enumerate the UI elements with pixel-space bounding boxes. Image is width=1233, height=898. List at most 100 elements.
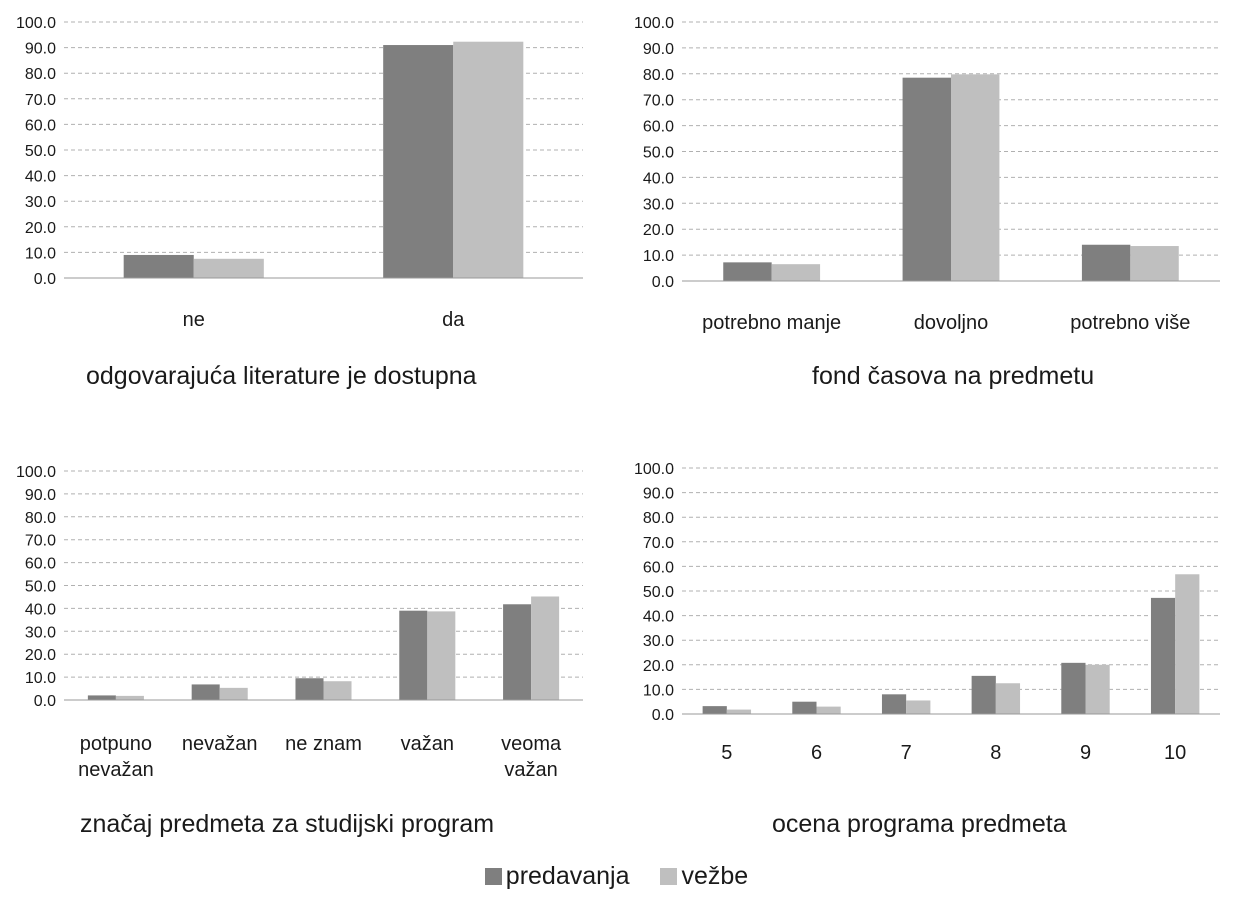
y-tick-label: 20.0 xyxy=(643,222,674,239)
y-tick-label: 50.0 xyxy=(25,143,56,160)
legend: predavanja vežbe xyxy=(0,862,1233,892)
bar-predavanja xyxy=(971,675,996,714)
bar-vezbe xyxy=(951,74,1000,282)
y-tick-label: 80.0 xyxy=(25,510,56,527)
bar-predavanja xyxy=(792,701,817,714)
bar-predavanja xyxy=(295,678,324,700)
y-tick-label: 30.0 xyxy=(643,196,674,213)
bar-vezbe xyxy=(193,258,264,278)
y-tick-label: 80.0 xyxy=(643,67,674,84)
bar-vezbe xyxy=(816,706,841,714)
x-category-label: 7 xyxy=(901,742,912,764)
chart-title-literature: odgovarajuća literature je dostupna xyxy=(86,362,477,390)
bar-vezbe xyxy=(115,695,144,700)
y-tick-label: 100.0 xyxy=(16,15,56,32)
y-tick-label: 60.0 xyxy=(643,559,674,576)
bar-predavanja xyxy=(881,694,907,714)
bar-vezbe xyxy=(726,709,752,714)
y-tick-label: 10.0 xyxy=(643,248,674,265)
chart-literature: 0.0 10.0 20.0 30.0 40.0 50.0 60.0 70.0 80.0 90.0 1… xyxy=(16,15,583,331)
y-tick-label: 20.0 xyxy=(25,647,56,664)
y-tick-label: 80.0 xyxy=(643,510,674,527)
bar-predavanja xyxy=(87,695,116,700)
y-tick-label: 70.0 xyxy=(643,93,674,110)
x-category-label: 10 xyxy=(1164,742,1186,764)
bar-vezbe xyxy=(453,41,524,278)
y-tick-label: 20.0 xyxy=(25,220,56,237)
x-category-label: potpuno xyxy=(80,733,152,755)
y-tick-label: 60.0 xyxy=(25,117,56,134)
chart-title-znacaj: značaj predmeta za studijski program xyxy=(80,810,495,838)
x-category-label: dovoljno xyxy=(914,312,989,334)
y-tick-label: 40.0 xyxy=(643,609,674,626)
y-tick-label: 80.0 xyxy=(25,66,56,83)
y-tick-label: 40.0 xyxy=(25,601,56,618)
chart-ocena: 0.0 10.0 20.0 30.0 40.0 50.0 60.0 70.0 80.0 90.0 1… xyxy=(634,461,1220,764)
x-category-label: potrebno manje xyxy=(702,312,841,334)
y-tick-label: 70.0 xyxy=(25,92,56,109)
y-tick-label: 60.0 xyxy=(643,119,674,136)
y-tick-label: 90.0 xyxy=(25,41,56,58)
bar-predavanja xyxy=(1081,244,1131,281)
y-tick-label: 10.0 xyxy=(643,682,674,699)
y-tick-label: 70.0 xyxy=(25,533,56,550)
y-tick-label: 0.0 xyxy=(34,693,56,710)
bar-predavanja xyxy=(902,77,951,281)
bar-predavanja xyxy=(123,254,194,278)
x-category-label: 5 xyxy=(721,742,732,764)
y-tick-label: 10.0 xyxy=(25,670,56,687)
bar-vezbe xyxy=(771,264,821,281)
legend-swatch-vezbe xyxy=(660,868,678,885)
x-category-label: veoma xyxy=(501,733,562,755)
y-tick-label: 90.0 xyxy=(643,41,674,58)
legend-label-predavanja: predavanja xyxy=(505,862,630,890)
bar-predavanja xyxy=(1061,662,1086,714)
y-tick-label: 50.0 xyxy=(25,579,56,596)
bar-vezbe xyxy=(531,596,560,700)
x-category-label: 8 xyxy=(990,742,1001,764)
bar-vezbe xyxy=(427,611,456,700)
bar-predavanja xyxy=(383,45,454,278)
y-tick-label: 90.0 xyxy=(25,487,56,504)
bar-predavanja xyxy=(399,610,428,700)
y-tick-label: 40.0 xyxy=(25,169,56,186)
x-category-label: ne znam xyxy=(285,733,362,755)
legend-item-predavanja: predavanja xyxy=(484,862,630,891)
bar-vezbe xyxy=(1175,574,1200,714)
y-tick-label: 30.0 xyxy=(643,633,674,650)
y-tick-label: 40.0 xyxy=(643,170,674,187)
y-tick-label: 60.0 xyxy=(25,556,56,573)
y-tick-label: 100.0 xyxy=(634,461,674,478)
bar-predavanja xyxy=(702,706,727,714)
x-category-label: nevažan xyxy=(78,759,154,781)
chart-znacaj: 0.0 10.0 20.0 30.0 40.0 50.0 60.0 70.0 80.0 90.0 1… xyxy=(16,464,583,781)
y-tick-label: 50.0 xyxy=(643,145,674,162)
x-category-label: ne xyxy=(183,309,205,331)
bar-predavanja xyxy=(723,262,772,281)
bar-vezbe xyxy=(1130,246,1179,281)
legend-item-vezbe: vežbe xyxy=(660,862,748,891)
bar-predavanja xyxy=(191,684,220,700)
chart-title-fond-casova: fond časova na predmetu xyxy=(812,362,1095,390)
bar-vezbe xyxy=(1085,664,1110,714)
bar-vezbe xyxy=(323,681,352,700)
y-tick-label: 50.0 xyxy=(643,584,674,601)
legend-swatch-predavanja xyxy=(484,868,502,885)
y-tick-label: 0.0 xyxy=(652,707,674,724)
bar-vezbe xyxy=(995,683,1021,714)
x-category-label: da xyxy=(442,309,465,331)
x-category-label: nevažan xyxy=(182,733,258,755)
chart-title-ocena: ocena programa predmeta xyxy=(772,810,1067,838)
bar-vezbe xyxy=(906,700,931,714)
y-tick-label: 0.0 xyxy=(652,274,674,291)
x-category-label: važan xyxy=(401,733,454,755)
x-category-label: važan xyxy=(504,759,557,781)
chart-fond-casova: 0.0 10.0 20.0 30.0 40.0 50.0 60.0 70.0 80.0 90.0 1… xyxy=(634,15,1220,334)
y-tick-label: 100.0 xyxy=(634,15,674,32)
y-tick-label: 70.0 xyxy=(643,535,674,552)
y-tick-label: 20.0 xyxy=(643,658,674,675)
x-category-label: 6 xyxy=(811,742,822,764)
y-tick-label: 10.0 xyxy=(25,245,56,262)
x-category-label: 9 xyxy=(1080,742,1091,764)
y-tick-label: 30.0 xyxy=(25,194,56,211)
